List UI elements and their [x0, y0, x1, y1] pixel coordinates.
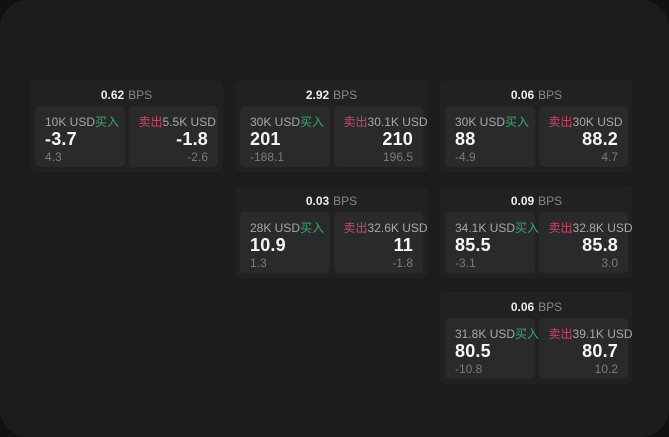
- sell-label: 卖出: [548, 115, 573, 129]
- buy-amount: 28K USD: [250, 220, 301, 235]
- quote-card: 0.09 BPS 34.1K USD 买入 85.5 -3.1 卖出 32.8K…: [440, 186, 633, 278]
- bps-header: 0.06 BPS: [445, 296, 628, 318]
- buy-label: 买入: [505, 115, 530, 129]
- bps-unit: BPS: [538, 88, 563, 102]
- buy-label: 买入: [515, 327, 540, 341]
- buy-label: 买入: [300, 221, 325, 235]
- sell-amount: 30.1K USD: [367, 114, 428, 129]
- buy-panel[interactable]: 30K USD 买入 201 -188.1: [240, 106, 330, 167]
- bps-unit: BPS: [333, 88, 358, 102]
- sell-change: 10.2: [594, 361, 618, 376]
- sell-price: -1.8: [176, 129, 208, 149]
- quote-cards-grid: 0.62 BPS 10K USD 买入 -3.7 4.3 卖出 5.5K USD: [30, 80, 633, 384]
- buy-amount: 30K USD: [250, 114, 301, 129]
- buy-panel[interactable]: 31.8K USD 买入 80.5 -10.8: [445, 318, 539, 379]
- buy-label: 买入: [300, 115, 325, 129]
- sell-price: 11: [393, 235, 413, 255]
- bps-header: 0.06 BPS: [445, 84, 628, 106]
- sell-panel[interactable]: 卖出 30K USD 88.2 4.7: [538, 106, 628, 167]
- bps-header: 2.92 BPS: [240, 84, 423, 106]
- buy-panel[interactable]: 28K USD 买入 10.9 1.3: [240, 212, 330, 273]
- sell-panel[interactable]: 卖出 39.1K USD 80.7 10.2: [538, 318, 633, 379]
- buy-change: -4.9: [455, 149, 476, 164]
- quote-card: 0.62 BPS 10K USD 买入 -3.7 4.3 卖出 5.5K USD: [30, 80, 223, 172]
- sell-label: 卖出: [138, 115, 163, 129]
- bps-unit: BPS: [538, 300, 563, 314]
- bps-value: 0.09: [510, 194, 535, 208]
- buy-price: 10.9: [250, 235, 286, 255]
- sell-amount: 5.5K USD: [162, 114, 216, 129]
- sell-amount: 32.6K USD: [367, 220, 428, 235]
- sell-label: 卖出: [548, 221, 573, 235]
- buy-label: 买入: [515, 221, 540, 235]
- bps-header: 0.09 BPS: [445, 190, 628, 212]
- quote-panels: 31.8K USD 买入 80.5 -10.8 卖出 39.1K USD 80.…: [445, 318, 633, 379]
- buy-panel[interactable]: 34.1K USD 买入 85.5 -3.1: [445, 212, 539, 273]
- quote-panels: 30K USD 买入 201 -188.1 卖出 30.1K USD 210 1…: [240, 106, 428, 167]
- buy-change: -3.1: [455, 255, 476, 270]
- bps-value: 0.03: [305, 194, 330, 208]
- sell-change: -1.8: [392, 255, 413, 270]
- buy-change: -188.1: [250, 149, 285, 164]
- sell-price: 88.2: [582, 129, 618, 149]
- quote-panels: 28K USD 买入 10.9 1.3 卖出 32.6K USD 11 -1.8: [240, 212, 428, 273]
- quote-card: 0.06 BPS 31.8K USD 买入 80.5 -10.8 卖出 39.1…: [440, 292, 633, 384]
- quote-panels: 10K USD 买入 -3.7 4.3 卖出 5.5K USD -1.8 -2.…: [35, 106, 218, 167]
- bps-unit: BPS: [538, 194, 563, 208]
- buy-price: 80.5: [455, 341, 491, 361]
- quote-panels: 30K USD 买入 88 -4.9 卖出 30K USD 88.2 4.7: [445, 106, 628, 167]
- buy-panel[interactable]: 30K USD 买入 88 -4.9: [445, 106, 535, 167]
- bps-value: 0.06: [510, 88, 535, 102]
- sell-amount: 39.1K USD: [572, 326, 633, 341]
- sell-label: 卖出: [343, 221, 368, 235]
- sell-change: 3.0: [601, 255, 618, 270]
- sell-label: 卖出: [548, 327, 573, 341]
- sell-panel[interactable]: 卖出 32.8K USD 85.8 3.0: [538, 212, 633, 273]
- sell-panel[interactable]: 卖出 32.6K USD 11 -1.8: [333, 212, 428, 273]
- quote-card: 0.03 BPS 28K USD 买入 10.9 1.3 卖出 32.6K US…: [235, 186, 428, 278]
- buy-price: -3.7: [45, 129, 77, 149]
- bps-value: 2.92: [305, 88, 330, 102]
- buy-panel[interactable]: 10K USD 买入 -3.7 4.3: [35, 106, 125, 167]
- sell-panel[interactable]: 卖出 30.1K USD 210 196.5: [333, 106, 428, 167]
- bps-unit: BPS: [333, 194, 358, 208]
- bps-header: 0.62 BPS: [35, 84, 218, 106]
- sell-change: 4.7: [601, 149, 618, 164]
- buy-label: 买入: [95, 115, 120, 129]
- sell-price: 210: [382, 129, 413, 149]
- buy-amount: 31.8K USD: [455, 326, 516, 341]
- quote-card: 2.92 BPS 30K USD 买入 201 -188.1 卖出 30.1K …: [235, 80, 428, 172]
- quote-card: 0.06 BPS 30K USD 买入 88 -4.9 卖出 30K USD: [440, 80, 633, 172]
- buy-price: 85.5: [455, 235, 491, 255]
- sell-amount: 30K USD: [572, 114, 623, 129]
- sell-price: 80.7: [582, 341, 618, 361]
- buy-change: 4.3: [45, 149, 62, 164]
- sell-change: -2.6: [187, 149, 208, 164]
- buy-amount: 30K USD: [455, 114, 506, 129]
- buy-price: 201: [250, 129, 281, 149]
- bps-unit: BPS: [128, 88, 153, 102]
- bps-header: 0.03 BPS: [240, 190, 423, 212]
- buy-change: -10.8: [455, 361, 483, 376]
- sell-label: 卖出: [343, 115, 368, 129]
- sell-panel[interactable]: 卖出 5.5K USD -1.8 -2.6: [128, 106, 218, 167]
- bps-value: 0.62: [100, 88, 125, 102]
- sell-change: 196.5: [382, 149, 413, 164]
- quote-panels: 34.1K USD 买入 85.5 -3.1 卖出 32.8K USD 85.8…: [445, 212, 633, 273]
- buy-amount: 34.1K USD: [455, 220, 516, 235]
- buy-price: 88: [455, 129, 476, 149]
- buy-amount: 10K USD: [45, 114, 96, 129]
- buy-change: 1.3: [250, 255, 267, 270]
- sell-amount: 32.8K USD: [572, 220, 633, 235]
- sell-price: 85.8: [582, 235, 618, 255]
- bps-value: 0.06: [510, 300, 535, 314]
